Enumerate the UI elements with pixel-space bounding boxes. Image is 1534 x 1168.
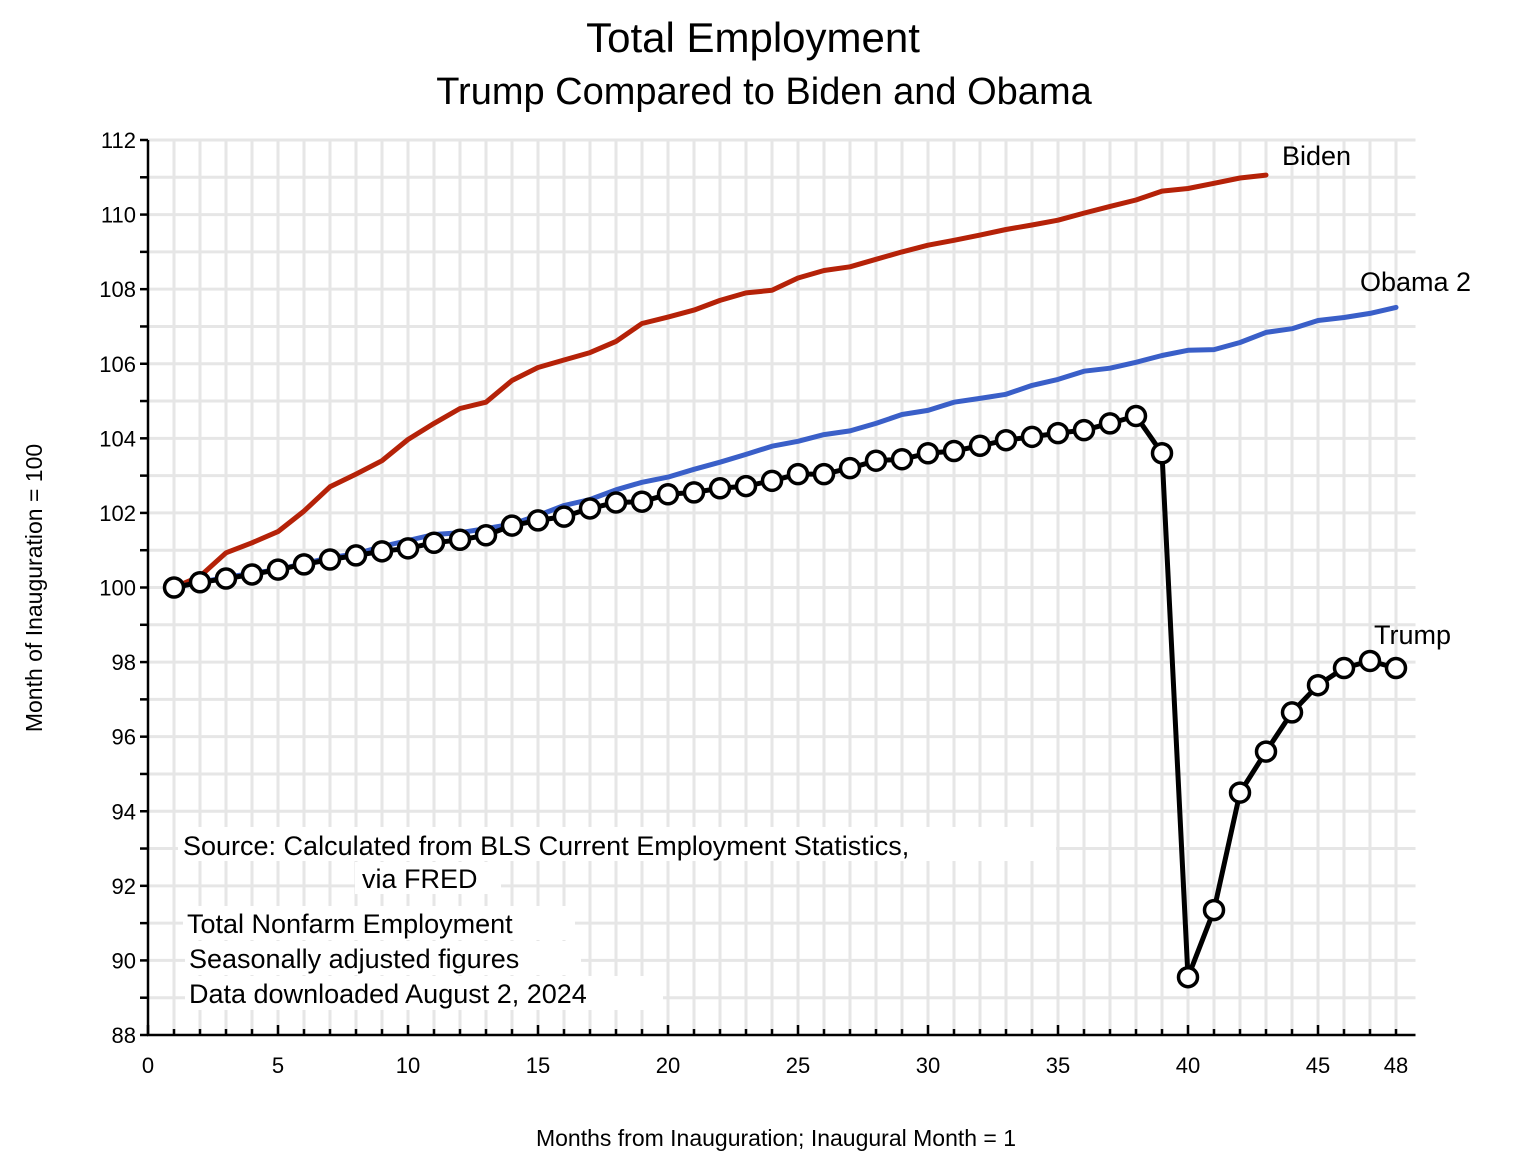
annotation-background: [178, 827, 1056, 861]
data-point-trump: [188, 571, 212, 594]
data-point-trump: [1332, 656, 1356, 680]
data-point-trump: [1124, 404, 1148, 428]
data-point-trump: [162, 576, 186, 599]
y-tick-label: 96: [112, 725, 136, 750]
data-point-trump: [552, 505, 576, 528]
data-point-trump: [292, 553, 316, 576]
x-tick-label: 10: [396, 1053, 420, 1078]
x-tick-label: 35: [1046, 1053, 1070, 1078]
data-point-trump: [1254, 740, 1278, 763]
data-point-trump: [1072, 418, 1096, 442]
y-axis-label: Month of Inauguration = 100: [21, 444, 47, 732]
data-point-trump: [578, 497, 602, 520]
y-tick-label: 94: [112, 799, 136, 824]
annotation-background: [185, 941, 581, 975]
data-point-trump: [760, 469, 784, 493]
x-tick-label: 48: [1384, 1053, 1408, 1078]
source-note-continued: via FRED: [362, 864, 478, 894]
y-tick-label: 108: [99, 277, 136, 302]
data-point-trump: [1020, 425, 1044, 449]
data-point-trump: [1150, 442, 1174, 465]
data-point-trump: [812, 462, 836, 486]
x-tick-label: 0: [142, 1053, 154, 1078]
series-lines: [162, 172, 1408, 989]
data-point-trump: [1176, 965, 1200, 989]
y-tick-label: 88: [112, 1023, 136, 1048]
x-tick-label: 20: [656, 1053, 680, 1078]
series-label-biden: Biden: [1282, 141, 1351, 171]
data-point-trump: [708, 477, 732, 500]
data-point-trump: [630, 490, 654, 513]
data-point-trump: [266, 558, 290, 581]
data-point-trump: [916, 442, 940, 465]
annotation-background: [185, 976, 663, 1010]
data-point-trump: [396, 537, 420, 560]
x-axis-label: Months from Inauguration; Inaugural Mont…: [536, 1125, 1016, 1151]
data-point-trump: [422, 531, 446, 554]
data-point-trump: [604, 491, 628, 514]
y-tick-label: 104: [99, 426, 136, 451]
y-tick-label: 102: [99, 501, 136, 526]
y-tick-label: 112: [101, 128, 136, 153]
y-tick-label: 100: [99, 576, 136, 601]
data-point-trump: [994, 428, 1018, 452]
x-tick-label: 45: [1306, 1053, 1330, 1078]
annotation-background: [183, 906, 575, 940]
data-point-trump: [318, 548, 342, 571]
data-point-trump: [1358, 649, 1382, 673]
y-tick-label: 106: [99, 352, 136, 377]
data-point-trump: [214, 567, 238, 590]
axes: 88 90 92 94 96 98 100 102 104 106 108 110 112 0 5 10 15 2…: [99, 128, 1416, 1078]
y-tick-label: 90: [112, 948, 136, 973]
x-tick-label: 25: [786, 1053, 810, 1078]
series-label-trump: Trump: [1374, 620, 1451, 650]
data-point-trump: [942, 439, 966, 463]
data-point-trump: [526, 509, 550, 532]
data-point-trump: [1280, 701, 1304, 724]
annotations: Source: Calculated from BLS Current Empl…: [178, 827, 1056, 1010]
data-point-trump: [1306, 673, 1330, 697]
adjustment-note: Seasonally adjusted figures: [189, 944, 519, 974]
x-tick-label: 30: [916, 1053, 940, 1078]
chart-title: Total Employment: [586, 14, 920, 61]
x-tick-label: 5: [272, 1053, 284, 1078]
y-tick-label: 110: [101, 203, 136, 228]
y-tick-label: 98: [112, 650, 136, 675]
data-point-trump: [786, 462, 810, 486]
data-point-trump: [344, 544, 368, 567]
data-point-trump: [682, 481, 706, 504]
data-point-trump: [1202, 898, 1226, 922]
gridlines: [148, 138, 1416, 1035]
data-point-trump: [1098, 412, 1122, 435]
data-point-trump: [734, 474, 758, 498]
x-tick-label: 40: [1176, 1053, 1200, 1078]
series-line-biden: [171, 172, 1269, 590]
series-description-note: Total Nonfarm Employment: [187, 909, 513, 939]
download-date-note: Data downloaded August 2, 2024: [189, 979, 587, 1009]
data-point-trump: [1384, 656, 1408, 680]
data-point-trump: [864, 449, 888, 472]
y-tick-label: 92: [112, 874, 136, 899]
data-point-trump: [500, 514, 524, 537]
series-label-obama-2: Obama 2: [1360, 267, 1471, 297]
data-point-trump: [838, 456, 862, 480]
data-point-trump: [1228, 781, 1252, 804]
x-tick-label: 15: [526, 1053, 550, 1078]
data-point-trump: [968, 434, 992, 458]
data-point-trump: [474, 524, 498, 547]
annotation-background: [355, 862, 501, 894]
chart-subtitle: Trump Compared to Biden and Obama: [436, 71, 1092, 113]
data-point-trump: [370, 540, 394, 563]
data-point-trump: [240, 563, 264, 586]
data-point-trump: [890, 447, 914, 471]
data-point-trump: [1046, 421, 1070, 445]
source-note: Source: Calculated from BLS Current Empl…: [183, 831, 909, 861]
data-point-trump: [448, 528, 472, 552]
data-point-trump: [656, 483, 680, 506]
